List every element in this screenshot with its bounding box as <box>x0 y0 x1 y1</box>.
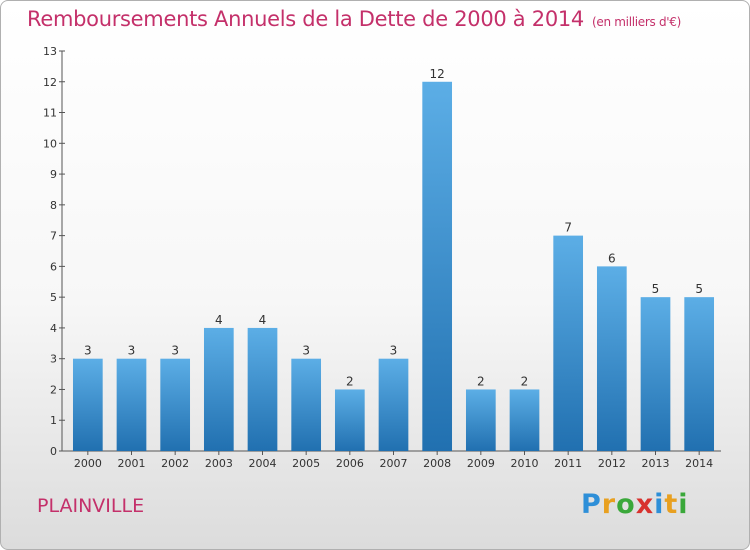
y-tick-label: 10 <box>43 137 57 150</box>
bar-value-label: 3 <box>128 344 136 358</box>
bar-value-label: 6 <box>608 251 616 265</box>
bar-value-label: 2 <box>477 374 485 388</box>
bar-value-label: 2 <box>521 374 529 388</box>
y-tick-label: 3 <box>50 353 57 366</box>
chart-unit: (en milliers d'€) <box>592 15 682 29</box>
bar-value-label: 5 <box>695 282 703 296</box>
x-tick-label: 2001 <box>118 457 146 470</box>
bar <box>422 81 453 452</box>
bar-value-label: 3 <box>84 344 92 358</box>
bar-value-label: 2 <box>346 374 354 388</box>
bar-value-label: 5 <box>652 282 660 296</box>
bar <box>509 389 540 451</box>
y-tick-label: 12 <box>43 76 57 89</box>
bar-value-label: 4 <box>215 313 223 327</box>
logo-letter: x <box>635 489 655 520</box>
x-tick-label: 2009 <box>467 457 495 470</box>
bar <box>684 297 715 451</box>
x-tick-label: 2013 <box>642 457 670 470</box>
x-tick-label: 2002 <box>161 457 189 470</box>
logo-letter: o <box>616 489 636 520</box>
bar <box>116 358 147 451</box>
bar <box>553 235 584 451</box>
place-name: PLAINVILLE <box>37 495 145 517</box>
logo-letter: i <box>678 489 689 520</box>
y-tick-label: 1 <box>50 414 57 427</box>
x-tick-label: 2005 <box>292 457 320 470</box>
logo-letter: t <box>664 489 679 520</box>
y-tick-label: 13 <box>43 45 57 58</box>
x-tick-label: 2014 <box>685 457 713 470</box>
bar <box>465 389 496 451</box>
y-tick-label: 8 <box>50 199 57 212</box>
logo-letter: r <box>601 489 617 520</box>
bar <box>596 266 627 451</box>
proxiti-logo: Proxiti <box>581 489 689 520</box>
y-tick-label: 7 <box>50 230 57 243</box>
bar <box>72 358 103 451</box>
chart-title: Remboursements Annuels de la Dette de 20… <box>27 7 681 31</box>
y-tick-label: 2 <box>50 383 57 396</box>
x-tick-label: 2007 <box>380 457 408 470</box>
bar <box>378 358 409 451</box>
bar <box>291 358 322 451</box>
bar <box>334 389 365 451</box>
x-tick-label: 2008 <box>423 457 451 470</box>
x-tick-label: 2000 <box>74 457 102 470</box>
y-tick-label: 6 <box>50 260 57 273</box>
bar-value-label: 3 <box>390 344 398 358</box>
x-tick-label: 2003 <box>205 457 233 470</box>
bar-value-label: 3 <box>171 344 179 358</box>
chart-title-text: Remboursements Annuels de la Dette de 20… <box>27 7 584 31</box>
x-tick-label: 2004 <box>249 457 277 470</box>
bar <box>640 297 671 451</box>
bar-value-label: 7 <box>564 221 572 235</box>
bar-value-label: 3 <box>302 344 310 358</box>
x-tick-label: 2006 <box>336 457 364 470</box>
x-tick-label: 2010 <box>511 457 539 470</box>
bar-value-label: 4 <box>259 313 267 327</box>
bar <box>160 358 191 451</box>
bar-value-label: 12 <box>430 67 445 81</box>
y-tick-label: 5 <box>50 291 57 304</box>
x-tick-label: 2012 <box>598 457 626 470</box>
bar <box>247 327 278 451</box>
logo-letter: i <box>654 489 665 520</box>
y-tick-label: 0 <box>50 445 57 458</box>
x-tick-label: 2011 <box>554 457 582 470</box>
logo-letter: P <box>581 489 602 520</box>
bar <box>203 327 234 451</box>
y-tick-label: 9 <box>50 168 57 181</box>
y-tick-label: 4 <box>50 322 57 335</box>
y-tick-label: 11 <box>43 107 57 120</box>
